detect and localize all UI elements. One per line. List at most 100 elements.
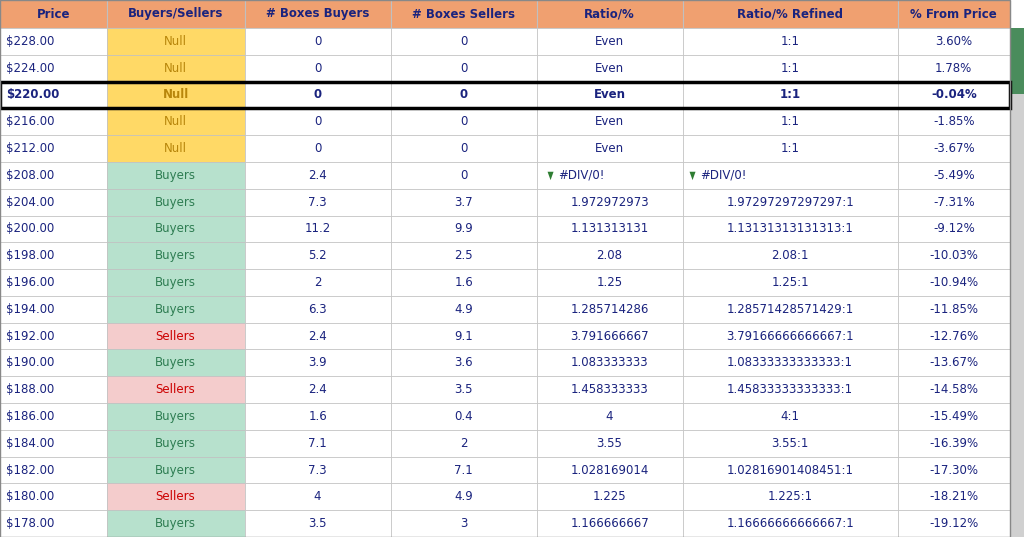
Bar <box>390 403 537 430</box>
Bar <box>390 483 537 510</box>
Bar <box>683 135 898 162</box>
Text: -13.67%: -13.67% <box>929 357 978 369</box>
Text: 0: 0 <box>313 89 322 101</box>
Text: Buyers: Buyers <box>155 437 196 449</box>
Text: 5.2: 5.2 <box>308 249 327 262</box>
Bar <box>0 55 106 82</box>
Bar <box>245 456 390 483</box>
Text: 1.166666667: 1.166666667 <box>570 517 649 530</box>
Text: 11.2: 11.2 <box>304 222 331 235</box>
Bar <box>0 456 106 483</box>
Bar <box>1010 28 1024 94</box>
Text: $220.00: $220.00 <box>6 89 59 101</box>
Bar <box>245 82 390 108</box>
Text: 1.02816901408451:1: 1.02816901408451:1 <box>727 463 854 476</box>
Bar <box>245 269 390 296</box>
Bar <box>898 296 1010 323</box>
Text: Ratio/% Refined: Ratio/% Refined <box>737 8 843 20</box>
Text: Sellers: Sellers <box>156 490 196 503</box>
Bar <box>0 269 106 296</box>
Text: -19.12%: -19.12% <box>929 517 978 530</box>
Text: 4.9: 4.9 <box>455 490 473 503</box>
Text: 1.972972973: 1.972972973 <box>570 195 649 209</box>
Text: 0: 0 <box>460 142 467 155</box>
Bar <box>245 510 390 537</box>
Bar <box>245 162 390 188</box>
Bar <box>683 323 898 350</box>
Bar <box>245 403 390 430</box>
Text: -10.94%: -10.94% <box>929 276 978 289</box>
Text: 1:1: 1:1 <box>780 62 800 75</box>
Bar <box>683 376 898 403</box>
Text: Even: Even <box>594 89 626 101</box>
Text: 7.1: 7.1 <box>455 463 473 476</box>
Text: 1.08333333333333:1: 1.08333333333333:1 <box>727 357 853 369</box>
Text: 2.08:1: 2.08:1 <box>771 249 809 262</box>
Text: -15.49%: -15.49% <box>929 410 978 423</box>
Bar <box>683 242 898 269</box>
Bar <box>245 188 390 215</box>
Bar <box>537 0 683 28</box>
Text: 3.7: 3.7 <box>455 195 473 209</box>
Text: Buyers: Buyers <box>155 276 196 289</box>
Bar <box>390 108 537 135</box>
Text: 1:1: 1:1 <box>780 35 800 48</box>
Text: 2.08: 2.08 <box>597 249 623 262</box>
Text: 1.78%: 1.78% <box>935 62 973 75</box>
Bar <box>390 188 537 215</box>
Bar <box>0 242 106 269</box>
Bar <box>683 162 898 188</box>
Bar <box>537 82 683 108</box>
Bar <box>537 350 683 376</box>
Text: 1.13131313131313:1: 1.13131313131313:1 <box>727 222 853 235</box>
Bar <box>537 28 683 55</box>
Text: 1.225:1: 1.225:1 <box>767 490 813 503</box>
Bar <box>390 430 537 456</box>
Bar <box>0 376 106 403</box>
Text: 7.3: 7.3 <box>308 195 327 209</box>
Bar <box>0 296 106 323</box>
Bar <box>898 82 1010 108</box>
Text: Null: Null <box>164 62 187 75</box>
Bar <box>390 269 537 296</box>
Bar <box>0 215 106 242</box>
Bar <box>898 430 1010 456</box>
Bar <box>898 350 1010 376</box>
Text: 4: 4 <box>606 410 613 423</box>
Text: 3.55: 3.55 <box>597 437 623 449</box>
Text: -18.21%: -18.21% <box>929 490 978 503</box>
Bar <box>537 135 683 162</box>
Bar <box>390 296 537 323</box>
Bar <box>898 188 1010 215</box>
Bar <box>106 82 245 108</box>
Bar <box>390 55 537 82</box>
Text: $194.00: $194.00 <box>6 303 54 316</box>
Bar <box>390 82 537 108</box>
Text: -11.85%: -11.85% <box>929 303 978 316</box>
Text: 3.60%: 3.60% <box>935 35 973 48</box>
Bar <box>0 162 106 188</box>
Text: 1:1: 1:1 <box>779 89 801 101</box>
Text: 0: 0 <box>314 142 322 155</box>
Bar <box>106 456 245 483</box>
Text: $182.00: $182.00 <box>6 463 54 476</box>
Bar <box>0 188 106 215</box>
Bar <box>898 215 1010 242</box>
Bar <box>0 483 106 510</box>
Text: -10.03%: -10.03% <box>930 249 978 262</box>
Text: % From Price: % From Price <box>910 8 997 20</box>
Text: Sellers: Sellers <box>156 383 196 396</box>
Bar <box>390 215 537 242</box>
Bar <box>683 215 898 242</box>
Text: -3.67%: -3.67% <box>933 142 975 155</box>
Bar <box>537 296 683 323</box>
Bar <box>898 403 1010 430</box>
Bar <box>106 430 245 456</box>
Text: Buyers: Buyers <box>155 222 196 235</box>
Polygon shape <box>689 172 695 180</box>
Text: $186.00: $186.00 <box>6 410 54 423</box>
Bar <box>0 135 106 162</box>
Bar <box>537 269 683 296</box>
Bar <box>106 510 245 537</box>
Text: -17.30%: -17.30% <box>929 463 978 476</box>
